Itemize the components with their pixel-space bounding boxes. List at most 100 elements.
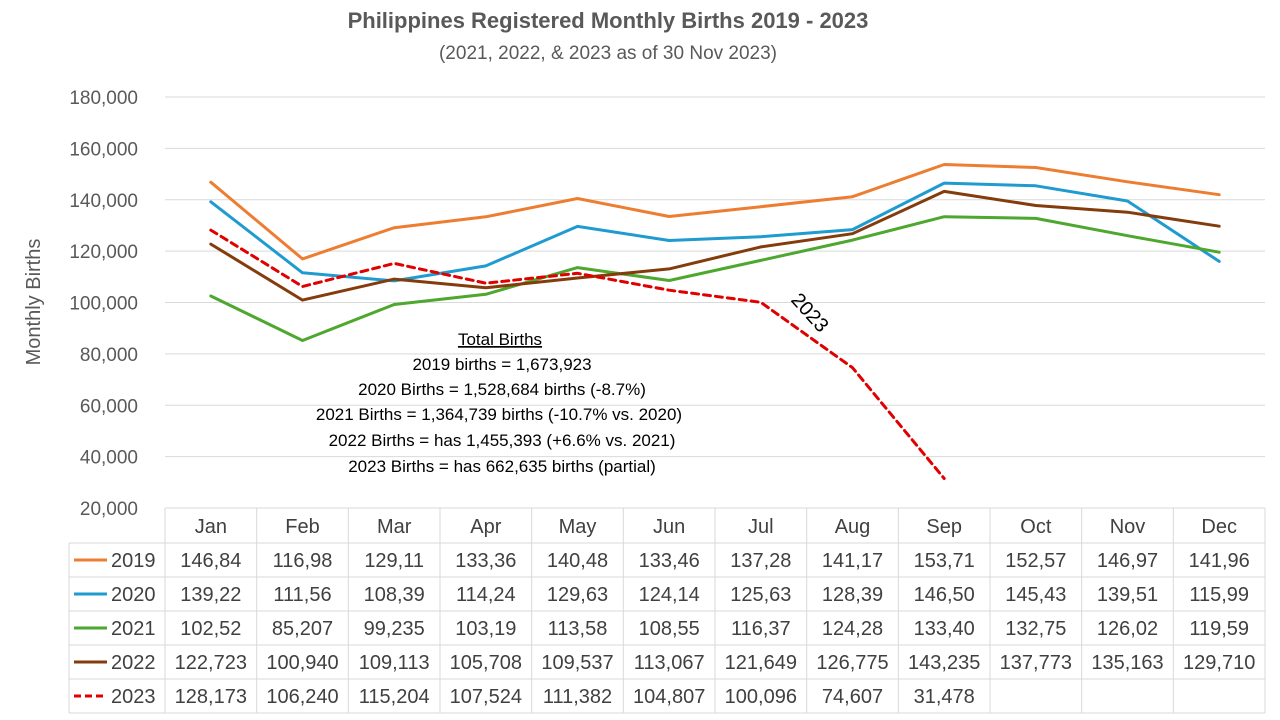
x-tick-label: Feb — [285, 516, 319, 538]
data-label-2023: 104,807 — [633, 686, 705, 708]
data-label-2021: 103,19 — [455, 618, 516, 640]
x-tick-label: Dec — [1201, 516, 1237, 538]
data-label-2022: 137,773 — [1000, 652, 1072, 674]
x-tick-label: Jan — [195, 516, 227, 538]
series-2023-tag: 2023 — [786, 289, 832, 337]
y-tick-label: 60,000 — [80, 396, 138, 417]
data-label-2021: 102,52 — [180, 618, 241, 640]
data-label-2021: 126,02 — [1097, 618, 1158, 640]
data-label-2019: 140,48 — [547, 550, 608, 572]
series-line-2021 — [209, 215, 1221, 342]
total-births-2021: 2021 Births = 1,364,739 births (-10.7% v… — [316, 405, 682, 424]
data-label-2023: 107,524 — [450, 686, 522, 708]
data-label-2019: 153,71 — [914, 550, 975, 572]
series-line-2019 — [209, 163, 1221, 261]
legend-label-2019: 2019 — [111, 550, 156, 572]
data-label-2023: 100,096 — [725, 686, 797, 708]
chart-title: Philippines Registered Monthly Births 20… — [348, 8, 869, 33]
y-tick-label: 40,000 — [80, 448, 138, 469]
x-tick-label: May — [559, 516, 597, 538]
data-label-2023: 31,478 — [914, 686, 975, 708]
data-label-2021: 116,37 — [731, 618, 791, 640]
series-lines — [209, 163, 1221, 480]
data-label-2019: 137,28 — [730, 550, 791, 572]
data-label-2021: 85,207 — [272, 618, 333, 640]
data-label-2020: 111,56 — [273, 584, 331, 606]
data-label-2020: 129,63 — [547, 584, 608, 606]
x-tick-label: Mar — [377, 516, 412, 538]
data-label-2022: 126,775 — [816, 652, 888, 674]
series-line-2020 — [209, 181, 1221, 283]
legend-label-2020: 2020 — [111, 584, 156, 606]
y-tick-label: 20,000 — [80, 499, 138, 520]
data-label-2022: 113,067 — [634, 652, 705, 674]
x-tick-label: Jul — [748, 516, 774, 538]
data-label-2023: 74,607 — [822, 686, 883, 708]
data-label-2022: 109,537 — [541, 652, 613, 674]
chart-subtitle: (2021, 2022, & 2023 as of 30 Nov 2023) — [439, 43, 777, 64]
total-births-annotation: Total Births 2019 births = 1,673,923 202… — [316, 330, 682, 476]
x-tick-label: Jun — [653, 516, 685, 538]
data-label-2022: 143,235 — [908, 652, 980, 674]
data-label-2020: 125,63 — [730, 584, 791, 606]
data-label-2021: 119,59 — [1189, 618, 1249, 640]
data-label-2022: 122,723 — [175, 652, 247, 674]
total-births-2019: 2019 births = 1,673,923 — [412, 355, 591, 374]
data-label-2020: 139,51 — [1097, 584, 1158, 606]
data-table: Jan Feb Mar Apr May Jun Jul Aug Sep Oct Nov Dec 2019… — [68, 507, 1266, 714]
data-label-2021: 132,75 — [1005, 618, 1066, 640]
legend-label-2022: 2022 — [111, 652, 156, 674]
data-label-2021: 133,40 — [914, 618, 975, 640]
y-tick-label: 140,000 — [69, 191, 138, 212]
y-axis-label: Monthly Births — [23, 239, 45, 366]
data-label-2022: 135,163 — [1091, 652, 1163, 674]
y-tick-label: 180,000 — [69, 88, 138, 109]
data-label-2021: 108,55 — [639, 618, 700, 640]
y-tick-label: 160,000 — [69, 139, 138, 160]
data-label-2021: 113,58 — [548, 618, 608, 640]
data-label-2020: 139,22 — [180, 584, 241, 606]
data-label-2022: 109,113 — [359, 652, 430, 674]
data-label-2019: 146,84 — [180, 550, 241, 572]
data-label-2023: 128,173 — [175, 686, 247, 708]
data-label-2020: 145,43 — [1005, 584, 1066, 606]
total-births-2023: 2023 Births = has 662,635 births (partia… — [348, 457, 656, 476]
series-line-2022 — [209, 189, 1221, 302]
data-label-2019: 152,57 — [1005, 550, 1066, 572]
series-line-2023 — [209, 228, 946, 480]
y-tick-label: 100,000 — [69, 294, 138, 315]
data-label-2023: 111,382 — [543, 686, 612, 708]
data-label-2020: 115,99 — [1189, 584, 1249, 606]
data-label-2020: 128,39 — [822, 584, 883, 606]
data-label-2019: 133,36 — [455, 550, 516, 572]
x-tick-label: Aug — [835, 516, 871, 538]
legend-label-2023: 2023 — [111, 686, 156, 708]
data-label-2019: 141,96 — [1189, 550, 1250, 572]
data-label-2022: 129,710 — [1183, 652, 1255, 674]
data-label-2022: 105,708 — [450, 652, 522, 674]
data-label-2019: 133,46 — [639, 550, 700, 572]
total-births-2022: 2022 Births = has 1,455,393 (+6.6% vs. 2… — [329, 431, 676, 450]
data-label-2019: 146,97 — [1097, 550, 1158, 572]
x-tick-label: Nov — [1110, 516, 1146, 538]
y-tick-label: 80,000 — [80, 345, 138, 366]
data-label-2019: 116,98 — [273, 550, 333, 572]
data-label-2020: 124,14 — [639, 584, 700, 606]
y-tick-label: 120,000 — [69, 242, 138, 263]
x-tick-label: Oct — [1020, 516, 1052, 538]
total-births-heading: Total Births — [458, 330, 542, 349]
x-tick-label: Apr — [470, 516, 501, 538]
data-label-2020: 146,50 — [914, 584, 975, 606]
data-label-2021: 124,28 — [822, 618, 883, 640]
data-label-2019: 141,17 — [822, 550, 883, 572]
legend-label-2021: 2021 — [111, 618, 156, 640]
data-label-2019: 129,11 — [364, 550, 424, 572]
data-label-2023: 106,240 — [266, 686, 338, 708]
data-label-2020: 114,24 — [456, 584, 516, 606]
data-label-2022: 100,940 — [266, 652, 338, 674]
gridlines — [165, 96, 1265, 458]
data-label-2023: 115,204 — [359, 686, 430, 708]
data-label-2020: 108,39 — [364, 584, 425, 606]
x-tick-label: Sep — [926, 516, 962, 538]
